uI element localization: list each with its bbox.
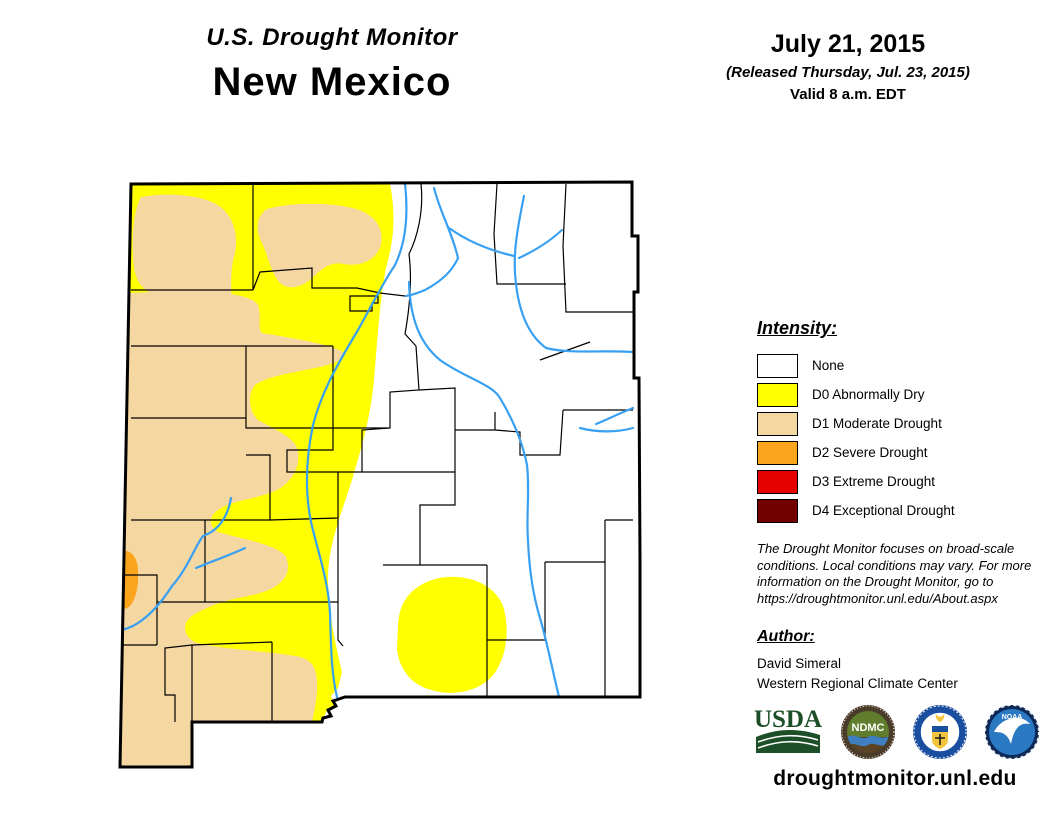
east-border-stream-1 [594,406,635,426]
gila-branch-stream [194,546,247,570]
date-block: July 21, 2015 (Released Thursday, Jul. 2… [712,30,984,103]
d1-swatch [757,411,798,436]
state-border [118,180,642,769]
new-mexico-drought-map [118,180,642,769]
d3-label: D3 Extreme Drought [812,474,936,489]
legend-row-d0: D0 Abnormally Dry [757,380,1047,409]
d0-south-central-blob [397,576,507,693]
d4-swatch [757,498,798,523]
cimarron-stream [447,226,516,258]
author-heading: Author: [757,628,815,645]
legend-row-d4: D4 Exceptional Drought [757,496,1047,525]
logo-row: USDA NDMC [752,704,1040,760]
rio-grande-river [305,182,408,699]
d1-north-central-blob [257,203,382,288]
legend-row-none: None [757,351,1047,380]
usda-logo: USDA [754,706,822,753]
d0-label: D0 Abnormally Dry [812,387,925,402]
report-title: U.S. Drought Monitor [206,24,458,51]
author-name: David Simeral [757,656,842,671]
d4-label: D4 Exceptional Drought [812,503,955,518]
chama-river [404,186,460,298]
canadian-river [513,194,635,354]
svg-text:USDA: USDA [754,706,822,733]
d2-swatch [757,440,798,465]
legend-heading: Intensity: [757,318,838,338]
noaa-logo: NOAA [985,705,1039,759]
svg-text:NOAA: NOAA [1002,714,1023,721]
d0-swatch [757,382,798,407]
doc-logo [913,705,967,759]
footer-url: droughtmonitor.unl.edu [773,767,1017,790]
gila-river [120,496,233,632]
map-container [95,168,655,816]
d2-label: D2 Severe Drought [812,445,928,460]
d1-west-region [120,291,345,767]
d1-label: D1 Moderate Drought [812,416,942,431]
map-date: July 21, 2015 [770,30,926,58]
none-label: None [812,358,845,373]
valid-time: Valid 8 a.m. EDT [790,86,906,103]
northeast-stream [517,228,564,260]
region-title: New Mexico [212,60,452,104]
ndmc-logo: NDMC [841,705,895,759]
legend-row-d1: D1 Moderate Drought [757,409,1047,438]
svg-text:NDMC: NDMC [852,722,885,734]
d3-swatch [757,469,798,494]
county-boundaries [122,183,633,722]
disclaimer-text: The Drought Monitor focuses on broad-sca… [757,541,1032,606]
east-border-stream-2 [578,426,635,433]
none-swatch [757,353,798,378]
header-title-block: U.S. Drought Monitor New Mexico [138,24,526,105]
legend: Intensity: None D0 Abnormally Dry D1 Mod… [757,318,1047,525]
legend-row-d3: D3 Extreme Drought [757,467,1047,496]
rivers [120,182,635,699]
author-org: Western Regional Climate Center [757,675,958,691]
pecos-river [407,280,561,699]
legend-row-d2: D2 Severe Drought [757,438,1047,467]
release-date: (Released Thursday, Jul. 23, 2015) [726,64,970,81]
author-block: Author: David Simeral Western Regional C… [757,628,1047,693]
